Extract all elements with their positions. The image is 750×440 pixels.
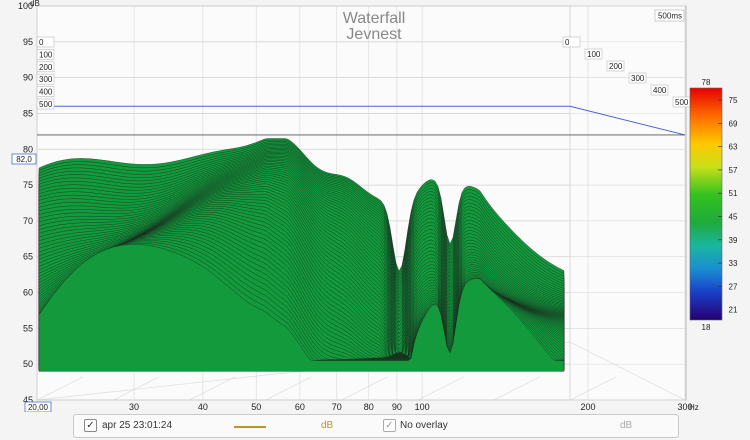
- overlay-label[interactable]: No overlay: [400, 420, 448, 431]
- y-tick-label: 90: [23, 73, 33, 83]
- time-tick-left: 300: [39, 75, 53, 84]
- x-start-value[interactable]: 20,00: [28, 403, 49, 412]
- colorbar-tick: 45: [729, 213, 738, 222]
- colorbar-tick: 75: [729, 96, 738, 105]
- y-tick-label: 70: [23, 216, 33, 226]
- y-tick-label: 50: [23, 359, 33, 369]
- y-tick-label: 75: [23, 180, 33, 190]
- y-axis-unit: dB: [30, 0, 40, 8]
- measurement-line-swatch: [234, 426, 266, 428]
- time-ticks-left: 0 100 200 300 400 500: [36, 36, 55, 110]
- time-tick-right: 100: [587, 50, 601, 59]
- colorbar: [689, 87, 723, 321]
- x-axis-unit: Hz: [689, 403, 699, 412]
- y-axis-ticks: 45 50 55 60 65 70 75 80 85 90 95 100: [18, 1, 33, 405]
- x-tick-label: 30: [129, 402, 139, 412]
- x-tick-label: 90: [392, 402, 402, 412]
- colorbar-tick: 63: [729, 143, 738, 152]
- x-tick-label: 300: [677, 402, 692, 412]
- colorbar-tick: 69: [729, 119, 738, 128]
- overlay-unit: dB: [620, 420, 633, 431]
- y-tick-label: 60: [23, 288, 33, 298]
- legend-bar: ✓ apr 25 23:01:24 dB ✓ No overlay dB: [73, 414, 679, 438]
- measurement-unit: dB: [321, 420, 334, 431]
- y-tick-label: 55: [23, 323, 33, 333]
- y-tick-label: 80: [23, 144, 33, 154]
- reference-lines: [37, 105, 686, 136]
- x-tick-label: 80: [364, 402, 374, 412]
- colorbar-min: 18: [702, 323, 711, 332]
- measurement-label: apr 25 23:01:24: [102, 420, 173, 431]
- waterfall-plot[interactable]: Waterfall Jevnest 500ms dB 45 50 55 60 65 70 7…: [0, 0, 750, 412]
- y-tick-label: 85: [23, 108, 33, 118]
- x-tick-label: 70: [332, 402, 342, 412]
- time-tick-left: 200: [39, 63, 53, 72]
- y-tick-label: 65: [23, 252, 33, 262]
- y-tick-label: 95: [23, 37, 33, 47]
- chart-title: Waterfall: [343, 10, 406, 27]
- chart-subtitle: Jevnest: [346, 26, 402, 43]
- x-tick-label: 100: [415, 402, 430, 412]
- time-tick-left: 400: [39, 88, 53, 97]
- x-tick-label: 40: [198, 402, 208, 412]
- time-tick-left: 500: [39, 100, 53, 109]
- colorbar-tick: 39: [729, 236, 738, 245]
- time-tick-right: 300: [631, 74, 645, 83]
- x-tick-label: 60: [295, 402, 305, 412]
- time-tick-right: 400: [653, 86, 667, 95]
- y-cursor-value[interactable]: 82,0: [16, 155, 32, 164]
- time-ticks-right: 0 100 200 300 400 500: [562, 36, 691, 108]
- time-tick-right: 0: [565, 38, 570, 47]
- colorbar-tick: 57: [729, 166, 738, 175]
- colorbar-tick: 21: [729, 306, 738, 315]
- y-tick-label: 100: [18, 1, 33, 11]
- colorbar-tick: 51: [729, 189, 738, 198]
- x-axis-ticks: 30 40 50 60 70 80 90 100 200 300: [129, 402, 693, 412]
- time-span-label: 500ms: [658, 12, 682, 21]
- colorbar-tick: 33: [729, 259, 738, 268]
- overlay-checkbox[interactable]: ✓: [383, 419, 396, 432]
- measurement-checkbox[interactable]: ✓: [84, 419, 97, 432]
- colorbar-ticks: 75 69 63 57 51 45 39 33 27 21: [718, 96, 738, 315]
- time-tick-left: 100: [39, 50, 53, 59]
- waterfall-surface: [38, 138, 565, 372]
- time-tick-right: 200: [609, 62, 623, 71]
- y-tick-label: 45: [23, 395, 33, 405]
- colorbar-tick: 27: [729, 282, 738, 291]
- colorbar-max: 78: [702, 78, 711, 87]
- time-tick-right: 500: [675, 98, 689, 107]
- time-tick-left: 0: [39, 38, 44, 47]
- x-tick-label: 200: [580, 402, 595, 412]
- x-tick-label: 50: [251, 402, 261, 412]
